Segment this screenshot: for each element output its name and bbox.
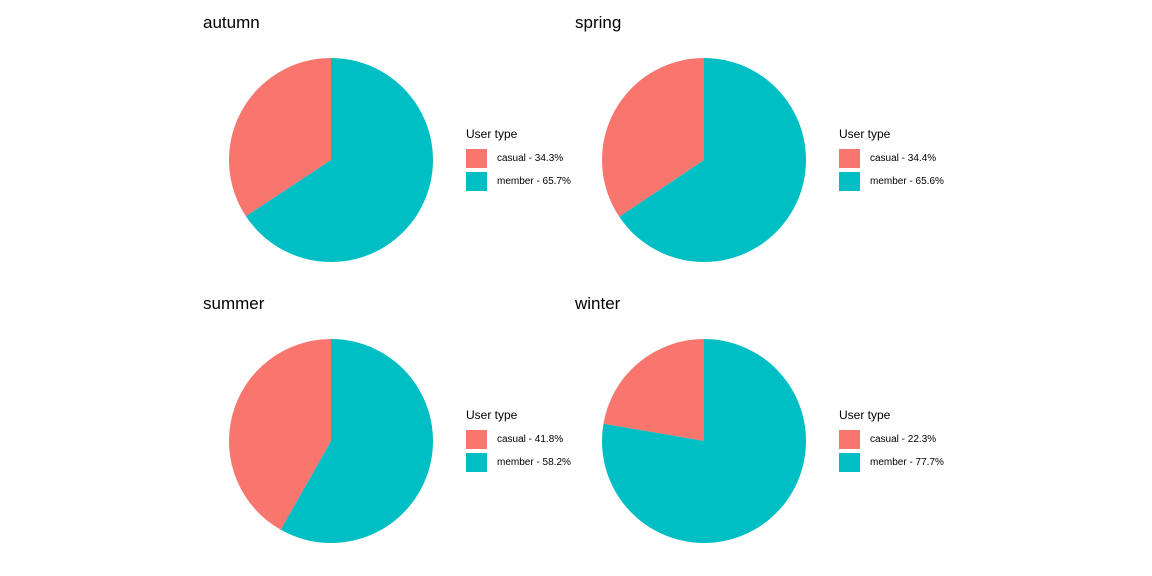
legend-label-member: member - 77.7% [870,457,944,468]
legend-item-casual: casual - 41.8% [466,428,616,451]
legend-item-casual: casual - 34.3% [466,147,616,170]
legend-label-casual: casual - 41.8% [497,434,564,445]
pie-slice-casual [603,339,704,441]
legend-autumn: User type casual - 34.3% member - 65.7% [466,127,616,193]
pie-autumn [228,58,433,262]
pie-spring [602,58,807,262]
pie-slice-member [280,339,433,543]
panel-title-winter: winter [575,294,621,313]
legend-key-member [839,453,860,472]
legend-winter: User type casual - 22.3% member - 77.7% [839,408,989,474]
legend-label-member: member - 65.6% [870,176,944,187]
legend-label-casual: casual - 34.4% [870,153,937,164]
legend-label-casual: casual - 34.3% [497,153,564,164]
legend-item-member: member - 65.6% [839,170,989,193]
legend-item-member: member - 65.7% [466,170,616,193]
legend-label-casual: casual - 22.3% [870,434,937,445]
panel-title-spring: spring [575,13,622,32]
legend-item-member: member - 58.2% [466,451,616,474]
legend-summer: User type casual - 41.8% member - 58.2% [466,408,616,474]
legend-item-casual: casual - 22.3% [839,428,989,451]
legend-title: User type [466,408,518,422]
legend-key-casual [839,149,860,168]
legend-key-member [466,172,487,191]
legend-key-casual [466,149,487,168]
legend-key-member [466,453,487,472]
pie-slice-member [245,58,433,262]
legend-title: User type [839,127,891,141]
pie-slice-casual [602,58,704,217]
legend-key-casual [466,430,487,449]
pie-summer [228,339,433,543]
legend-item-member: member - 77.7% [839,451,989,474]
legend-spring: User type casual - 34.4% member - 65.6% [839,127,989,193]
legend-item-casual: casual - 34.4% [839,147,989,170]
panel-title-summer: summer [203,294,265,313]
legend-title: User type [839,408,891,422]
panel-title-autumn: autumn [203,13,260,32]
pie-slice-casual [228,339,331,530]
pie-slice-casual [228,58,331,217]
pie-slice-member [619,58,807,262]
legend-key-member [839,172,860,191]
pie-slice-member [601,339,806,543]
legend-label-member: member - 58.2% [497,457,571,468]
legend-key-casual [839,430,860,449]
legend-title: User type [466,127,518,141]
legend-label-member: member - 65.7% [497,176,571,187]
pie-winter [601,339,806,543]
